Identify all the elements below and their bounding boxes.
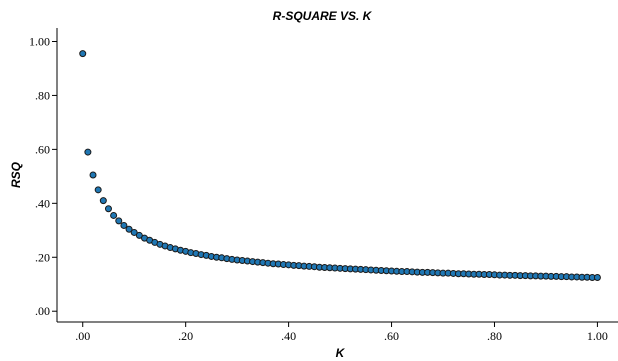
data-point: [104, 205, 112, 213]
data-point: [79, 50, 87, 58]
y-tick-label: .60: [35, 142, 50, 156]
y-tick-label: .00: [35, 304, 50, 318]
data-points: [79, 50, 601, 281]
x-tick-label: .60: [384, 329, 399, 343]
data-point: [84, 148, 92, 156]
x-tick-label: 1.00: [587, 329, 608, 343]
y-tick-label: 1.00: [29, 34, 50, 48]
y-tick-label: .80: [35, 88, 50, 102]
data-point: [130, 228, 138, 236]
data-point: [99, 197, 107, 205]
data-point: [125, 225, 133, 233]
x-tick-label: .20: [178, 329, 193, 343]
data-point: [120, 221, 128, 229]
data-point: [110, 211, 118, 219]
data-point: [89, 171, 97, 179]
x-axis-label: K: [336, 346, 346, 360]
axis-ticks: .00 .20 .40 .60 .80 1.00 .00 .20 .40 .60 .80 1.00: [29, 34, 608, 343]
data-point: [94, 186, 102, 194]
chart-title: R-SQUARE VS. K: [273, 9, 373, 23]
data-point: [593, 273, 601, 281]
x-tick-label: .00: [75, 329, 90, 343]
y-axis-label: RSQ: [9, 161, 23, 188]
y-tick-label: .40: [35, 196, 50, 210]
data-point: [115, 217, 123, 225]
y-tick-label: .20: [35, 250, 50, 264]
x-tick-label: .80: [487, 329, 502, 343]
x-tick-label: .40: [281, 329, 296, 343]
